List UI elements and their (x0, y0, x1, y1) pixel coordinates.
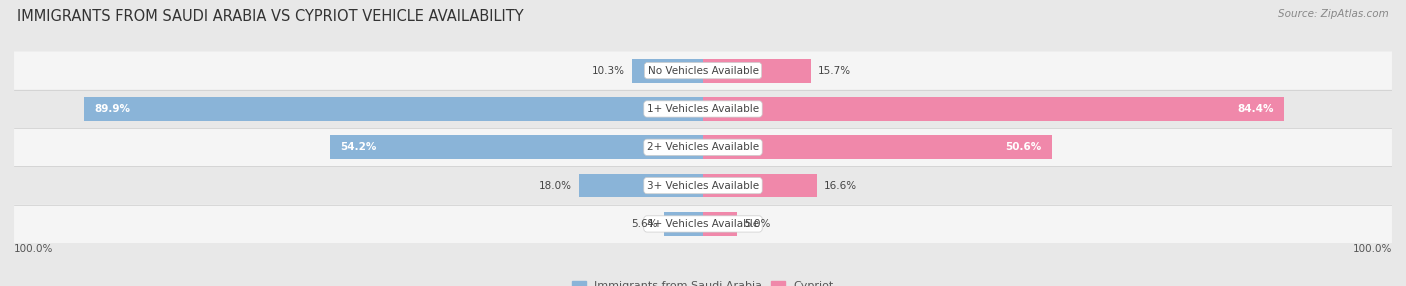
Bar (703, 212, 738, 236)
FancyBboxPatch shape (14, 166, 1392, 205)
Text: 1+ Vehicles Available: 1+ Vehicles Available (647, 104, 759, 114)
Text: IMMIGRANTS FROM SAUDI ARABIA VS CYPRIOT VEHICLE AVAILABILITY: IMMIGRANTS FROM SAUDI ARABIA VS CYPRIOT … (17, 9, 523, 23)
Text: 84.4%: 84.4% (1237, 104, 1274, 114)
Bar (329, 135, 703, 159)
Bar (703, 59, 811, 83)
Text: 100.0%: 100.0% (1353, 244, 1392, 254)
Text: Source: ZipAtlas.com: Source: ZipAtlas.com (1278, 9, 1389, 19)
Text: 5.0%: 5.0% (744, 219, 770, 229)
Text: 5.6%: 5.6% (631, 219, 658, 229)
Text: 89.9%: 89.9% (94, 104, 129, 114)
Legend: Immigrants from Saudi Arabia, Cypriot: Immigrants from Saudi Arabia, Cypriot (572, 281, 834, 286)
Bar (703, 97, 1285, 121)
Text: 2+ Vehicles Available: 2+ Vehicles Available (647, 142, 759, 152)
Text: 15.7%: 15.7% (818, 66, 851, 76)
Text: 54.2%: 54.2% (340, 142, 377, 152)
Bar (633, 59, 703, 83)
Bar (579, 174, 703, 198)
Bar (83, 97, 703, 121)
FancyBboxPatch shape (14, 128, 1392, 166)
Text: 50.6%: 50.6% (1005, 142, 1042, 152)
Text: No Vehicles Available: No Vehicles Available (648, 66, 758, 76)
Bar (703, 174, 817, 198)
Text: 100.0%: 100.0% (14, 244, 53, 254)
FancyBboxPatch shape (14, 51, 1392, 90)
Text: 4+ Vehicles Available: 4+ Vehicles Available (647, 219, 759, 229)
FancyBboxPatch shape (14, 90, 1392, 128)
Text: 3+ Vehicles Available: 3+ Vehicles Available (647, 181, 759, 190)
Text: 16.6%: 16.6% (824, 181, 858, 190)
Text: 18.0%: 18.0% (538, 181, 572, 190)
FancyBboxPatch shape (14, 205, 1392, 243)
Bar (665, 212, 703, 236)
Bar (703, 135, 1052, 159)
Text: 10.3%: 10.3% (592, 66, 626, 76)
